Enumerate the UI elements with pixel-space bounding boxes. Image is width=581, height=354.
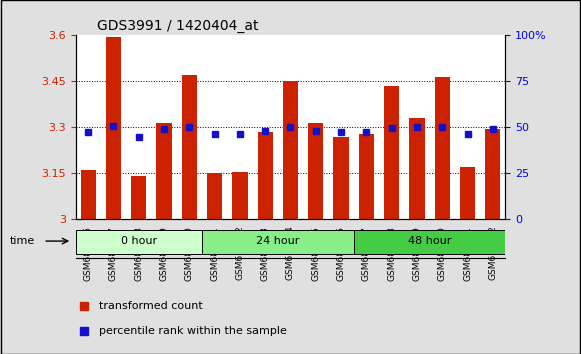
Bar: [308, 123, 324, 219]
Bar: [283, 81, 298, 219]
Text: percentile rank within the sample: percentile rank within the sample: [99, 326, 287, 336]
Bar: [207, 173, 222, 219]
Bar: [485, 129, 500, 219]
Text: transformed count: transformed count: [99, 301, 203, 310]
Bar: [354, 230, 505, 253]
Text: 24 hour: 24 hour: [256, 236, 300, 246]
Bar: [384, 86, 399, 219]
Text: 48 hour: 48 hour: [408, 236, 451, 246]
Bar: [460, 167, 475, 219]
Bar: [202, 230, 354, 253]
Bar: [131, 176, 146, 219]
Bar: [76, 230, 202, 253]
Bar: [257, 132, 273, 219]
Bar: [410, 118, 425, 219]
Text: GDS3991 / 1420404_at: GDS3991 / 1420404_at: [97, 19, 259, 33]
Text: time: time: [9, 236, 35, 246]
Bar: [232, 172, 248, 219]
Bar: [106, 37, 121, 219]
Text: 0 hour: 0 hour: [121, 236, 157, 246]
Bar: [333, 137, 349, 219]
Bar: [81, 170, 96, 219]
Bar: [359, 133, 374, 219]
Bar: [435, 77, 450, 219]
Bar: [182, 75, 197, 219]
Bar: [156, 123, 171, 219]
